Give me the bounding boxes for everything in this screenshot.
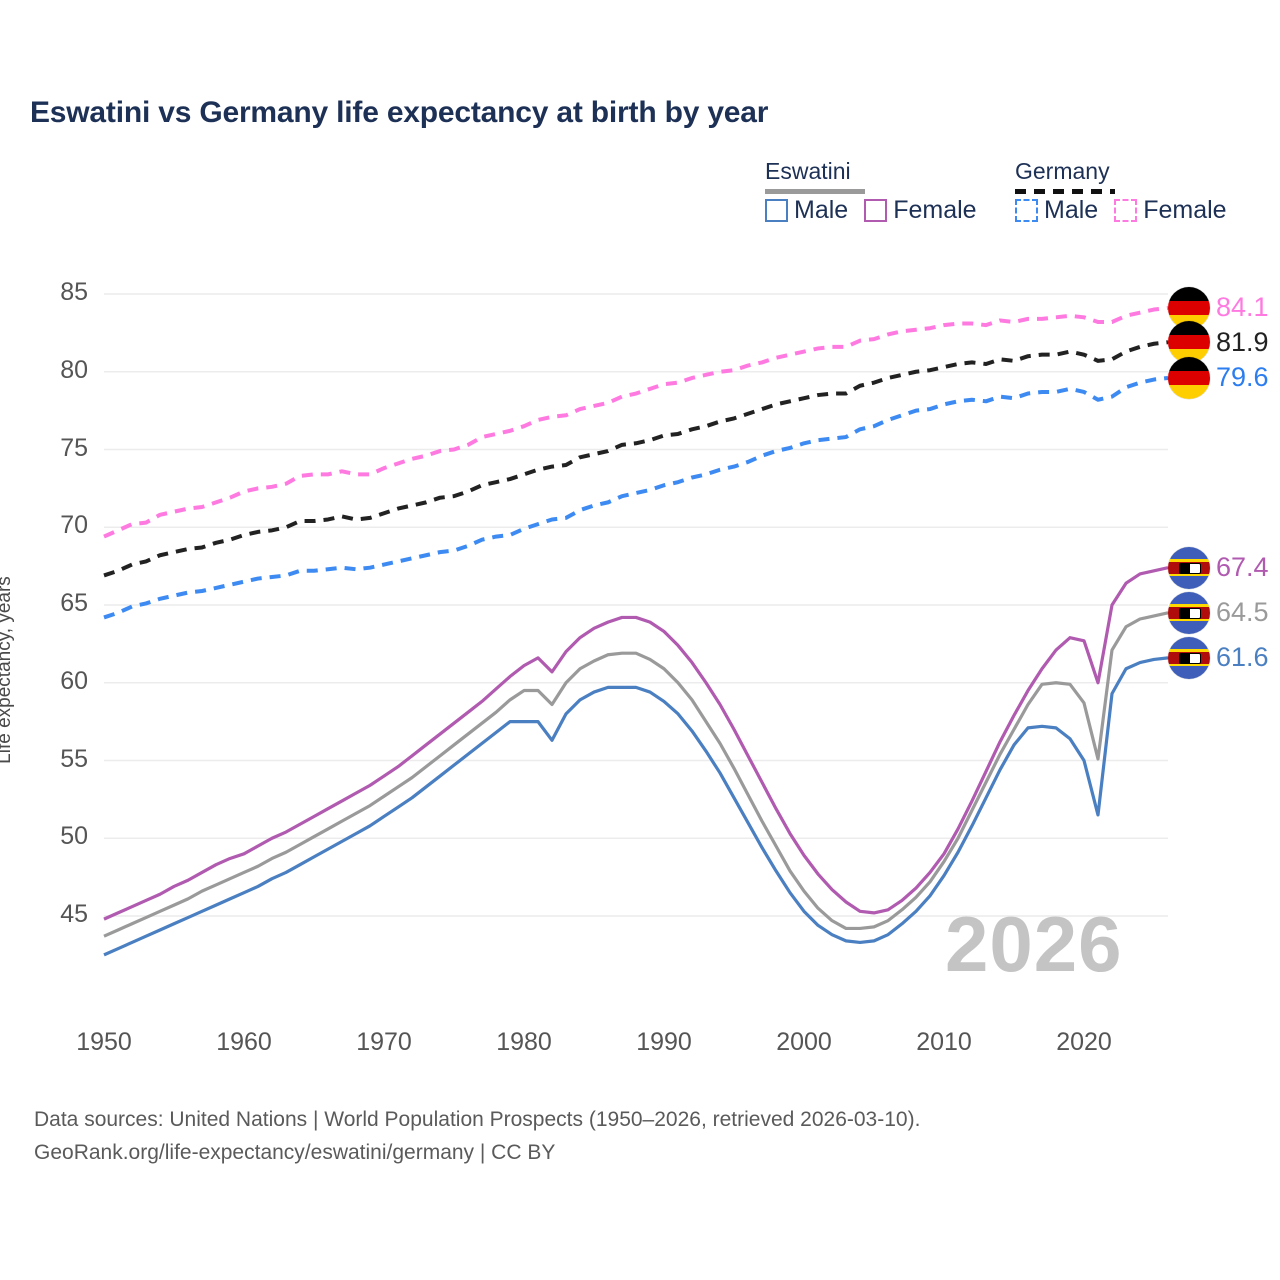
- x-tick-2010: 2010: [916, 1028, 972, 1056]
- legend-label-eswatini-female: Female: [893, 196, 977, 224]
- series-line-germany-male: [103, 375, 1169, 620]
- y-tick-85: 85: [60, 278, 88, 306]
- end-label-eswatini-female[interactable]: 67.4: [1168, 546, 1269, 589]
- y-tick-65: 65: [60, 589, 88, 617]
- legend-item-eswatini-male[interactable]: Male: [765, 198, 848, 223]
- end-label-germany-male[interactable]: 79.6: [1168, 356, 1269, 399]
- legend-items-germany: Male Female: [1015, 198, 1227, 223]
- legend-items-eswatini: Male Female: [765, 198, 977, 223]
- x-tick-1960: 1960: [216, 1028, 272, 1056]
- legend-label-eswatini-male: Male: [794, 196, 849, 224]
- y-tick-75: 75: [60, 433, 88, 462]
- series-line-germany-total: [103, 340, 1169, 578]
- end-value: 61.6: [1216, 642, 1269, 673]
- end-label-eswatini-male[interactable]: 61.6: [1168, 636, 1269, 679]
- square-outline-icon: [864, 199, 888, 222]
- end-value: 79.6: [1216, 362, 1269, 393]
- legend-group-eswatini: Eswatini: [765, 160, 865, 194]
- legend-item-eswatini-female[interactable]: Female: [864, 196, 977, 224]
- footer-line-1: Data sources: United Nations | World Pop…: [34, 1108, 921, 1131]
- x-tick-1990: 1990: [636, 1028, 692, 1056]
- y-tick-55: 55: [60, 744, 88, 773]
- series-line-eswatini-total: [103, 611, 1169, 938]
- legend-label-germany-male: Male: [1044, 196, 1099, 224]
- legend-country-germany: Germany: [1015, 158, 1110, 184]
- end-label-eswatini-total[interactable]: 64.5: [1168, 591, 1269, 634]
- end-value: 84.1: [1216, 292, 1269, 323]
- square-dashed-icon: [1015, 199, 1038, 222]
- legend-item-germany-female[interactable]: Female: [1114, 196, 1227, 224]
- y-tick-45: 45: [60, 900, 88, 928]
- series-line-germany-female: [103, 306, 1169, 539]
- legend-country-eswatini: Eswatini: [765, 158, 851, 184]
- y-tick-70: 70: [60, 511, 88, 540]
- series-line-eswatini-female: [103, 566, 1169, 921]
- x-tick-1980: 1980: [496, 1028, 552, 1056]
- legend-item-germany-male[interactable]: Male: [1015, 198, 1098, 223]
- legend-rule-germany: [1015, 189, 1115, 194]
- y-tick-50: 50: [60, 822, 88, 851]
- x-tick-2000: 2000: [776, 1028, 832, 1056]
- x-tick-2020: 2020: [1056, 1028, 1112, 1056]
- end-value: 64.5: [1216, 597, 1269, 628]
- legend-group-germany: Germany: [1015, 160, 1115, 194]
- square-dashed-icon: [1114, 199, 1138, 222]
- chart-legend: Eswatini Male Female Germany Male: [760, 160, 1260, 240]
- x-tick-1970: 1970: [356, 1028, 412, 1056]
- y-axis-ticks: 45 50 55 60 65 70 75 80 85: [18, 0, 88, 1280]
- end-value: 81.9: [1216, 326, 1269, 357]
- eswatini-flag-icon: [1168, 591, 1210, 634]
- square-outline-icon: [765, 199, 788, 222]
- y-tick-80: 80: [60, 355, 88, 384]
- footer-line-2[interactable]: GeoRank.org/life-expectancy/eswatini/ger…: [34, 1140, 556, 1164]
- year-watermark: 2026: [945, 900, 1123, 988]
- end-label-germany-female[interactable]: 84.1: [1168, 286, 1269, 329]
- y-axis-label: Life expectancy, years: [0, 576, 15, 764]
- end-value: 67.4: [1216, 552, 1269, 583]
- eswatini-flag-icon: [1168, 636, 1210, 679]
- y-tick-60: 60: [60, 666, 88, 695]
- page-title: Eswatini vs Germany life expectancy at b…: [30, 96, 769, 129]
- eswatini-flag-icon: [1168, 546, 1210, 589]
- footer-attribution: Data sources: United Nations | World Pop…: [34, 1104, 920, 1169]
- legend-rule-eswatini: [765, 189, 865, 194]
- x-tick-1950: 1950: [76, 1028, 132, 1056]
- legend-label-germany-female: Female: [1143, 196, 1227, 224]
- germany-flag-icon: [1168, 356, 1210, 399]
